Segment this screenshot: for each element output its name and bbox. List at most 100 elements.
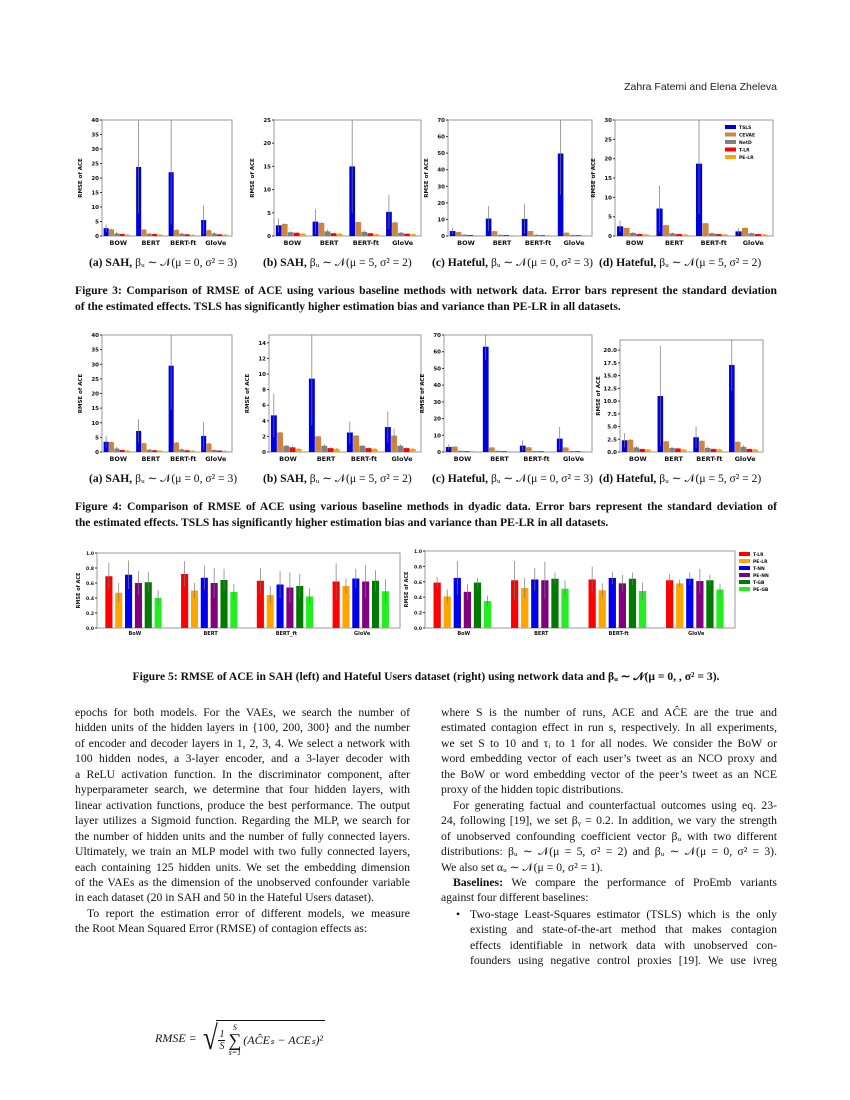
y-axis-label: RMSE of ACE [250,158,256,198]
baselines-heading: Baselines: [453,875,503,889]
bar-T-LR-BOW [636,234,643,236]
x-tick-label: BERT_ft [276,631,298,637]
bar-T-LR-GloVe [403,448,410,452]
bar-T-LR-BERT-ft [365,448,372,452]
y-tick-label: 17.5 [603,361,617,367]
y-tick-label: 2 [262,434,266,440]
y-tick-label: 5 [95,435,99,441]
eq-sum: S ∑ s=1 [228,1023,241,1057]
bar-T-GB-BERT-ft [628,578,637,628]
bar-T-LR-GloVe [575,451,581,452]
y-tick-label: 0.8 [86,566,94,572]
bar-T-LR-BERT [511,580,519,628]
bar-PE-NN-GloVe [696,581,704,628]
bar-PE-LR-BERT-ft [189,234,196,236]
legend-swatch [739,580,750,584]
bar-CEVAE-GloVe [563,232,570,236]
subcaption: (a) SAH, βᵤ ∼ 𝒩(μ = 0, σ² = 3) [89,471,237,486]
y-tick-label: 0.0 [86,626,94,632]
bar-T-LR-BERT [501,451,507,452]
eq-sum-symbol: ∑ [228,1030,242,1050]
legend-label: T-LR [739,148,750,154]
bar-T-LR-BERT-ft [184,234,190,236]
x-tick-label: BERT-ft [351,455,377,463]
y-tick-label: 5.0 [607,425,617,431]
y-axis-label: RMSE of ACE [78,158,84,198]
y-tick-label: 5 [608,215,612,221]
bar-CEVAE-BOW [108,442,115,452]
bar-NetD-BERT-ft [179,233,185,236]
bar-PE-GB-GloVe [716,589,724,628]
eq-num: 1 [218,1028,226,1041]
bar-T-LR-GloVe [754,234,762,236]
subcaption-label: (c) Hateful, [432,472,489,485]
x-tick-label: GloVe [205,455,227,463]
y-tick-label: 40 [91,333,99,339]
bar-NetD-BERT [146,449,152,452]
subcaption-math: βᵤ ∼ 𝒩(μ = 5, σ² = 2) [309,472,412,485]
bar-NetD-BERT [669,233,676,236]
text-line: Baselines: We compare the performance of… [441,875,777,890]
y-tick-label: 25 [263,118,271,124]
bar-PE-LR-GloVe [222,450,228,452]
chart-fig3c: 0 10 20 30 40 50 60 70 RMSE of ACE BOW BERT BERT-ft… [424,118,593,247]
bar-PE-GB-BoW [154,598,162,628]
bar-CEVAE-BOW [627,439,634,452]
bar-NetD-GloVe [398,232,404,236]
bar-NetD-GloVe [211,233,217,236]
bar-T-LR-BERT [327,448,334,452]
bar-PE-LR-GloVe [581,235,588,236]
y-tick-label: 20 [433,417,441,423]
bullet-icon: • [456,908,461,921]
y-tick-label: 60 [437,135,445,141]
bar-NetD-BERT [494,450,501,452]
y-tick-label: 5 [95,220,99,226]
text-span: We compare the performance of ProEmb var… [503,875,777,889]
bar-TSLS-GloVe [729,364,735,452]
text-line: founders using negative control proxies … [470,954,777,968]
subcaption: (a) SAH, βᵤ ∼ 𝒩(μ = 0, σ² = 3) [89,255,237,270]
bar-PE-LR-BOW [124,450,131,452]
subcaption-label: (b) SAH, [263,472,307,485]
bar-T-LR-BERT_ft [256,580,264,628]
bar-PE-NN-BoW [134,583,142,628]
legend-swatch [739,587,750,591]
subcaption: (c) Hateful, βᵤ ∼ 𝒩(μ = 0, σ² = 3) [432,471,593,486]
legend-label: PE-GB [753,587,769,593]
bar-NetD-GloVe [569,235,576,236]
bar-NetD-BERT [146,233,152,236]
bar-T-LR-GloVe [217,234,223,236]
bar-PE-LR-GloVe [752,449,759,452]
x-tick-label: GloVe [743,239,765,247]
bar-T-LR-BERT [675,234,683,236]
x-tick-label: BERT-ft [353,239,379,247]
y-tick-label: 1.0 [414,549,422,555]
y-axis-label: RMSE of ACE [596,376,602,416]
y-axis-label: RMSE of ACE [404,571,410,607]
bar-T-LR-BERT-ft [715,234,722,236]
bar-NetD-BERT [669,447,675,452]
bar-CEVAE-BERT [318,223,325,236]
bar-NetD-GloVe [568,450,575,452]
bar-T-GB-BERT_ft [296,586,304,628]
y-axis-label: RMSE of ACE [424,158,430,198]
bar-T-LR-BERT-ft [539,235,546,236]
bar-PE-LR-GloVe [761,234,768,236]
bar-CEVAE-BERT-ft [173,229,180,236]
y-tick-label: 0.8 [414,564,422,570]
bar-NetD-BERT-ft [708,233,716,236]
y-tick-label: 6 [262,403,266,409]
bar-T-LR-BoW [105,576,113,628]
bar-PE-LR-BERT [333,448,340,452]
bar-PE-NN-BERT_ft [286,587,294,628]
legend-swatch [739,566,750,570]
text-line: epochs for both models. For the VAEs, we… [75,706,410,719]
bar-CEVAE-BERT-ft [702,223,709,236]
text-line: of unobserved confounding coefficient ve… [441,829,777,843]
legend-swatch [739,552,750,556]
bar-T-LR-BERT [152,450,158,452]
bar-T-LR-GloVe [575,235,582,236]
